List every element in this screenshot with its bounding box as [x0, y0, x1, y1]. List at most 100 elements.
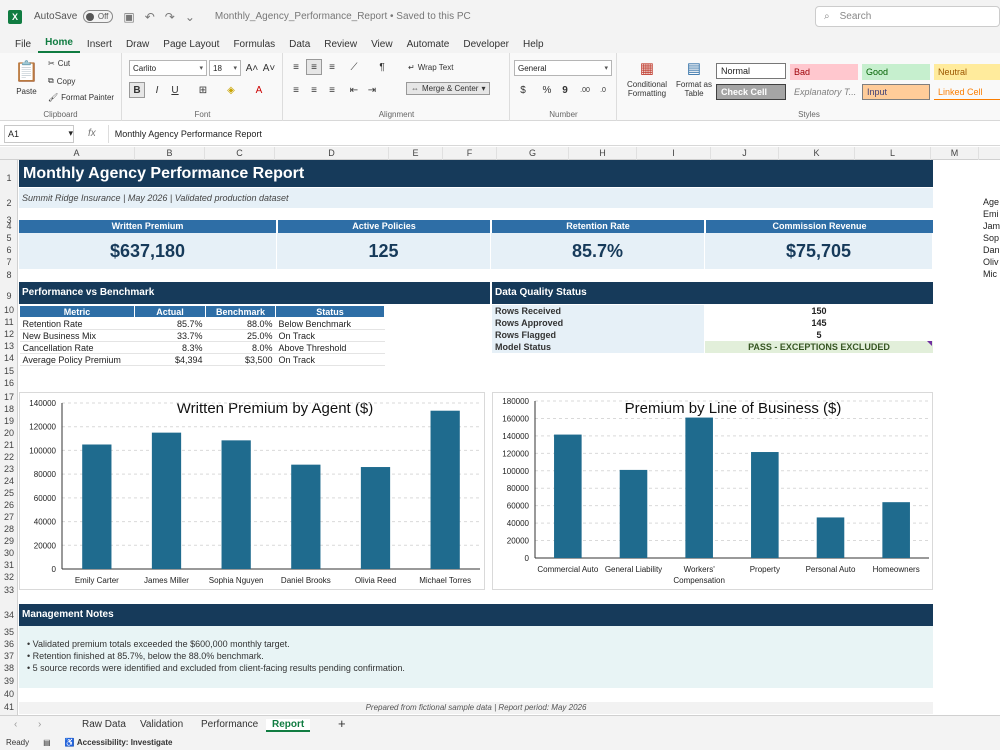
side-list-item[interactable]: Oliv: [983, 257, 999, 267]
tab-insert[interactable]: Insert: [86, 39, 112, 50]
row-header[interactable]: 28: [3, 524, 14, 534]
row-header[interactable]: 23: [3, 464, 14, 474]
decrease-indent-icon[interactable]: ⇤: [349, 84, 359, 96]
sheet-tab-performance[interactable]: Performance: [201, 719, 259, 730]
align-top-icon[interactable]: ≡: [293, 61, 299, 73]
row-header[interactable]: 1: [6, 173, 12, 183]
italic-button[interactable]: I: [155, 84, 159, 96]
format-painter-button[interactable]: 🖌 Format Painter: [48, 93, 114, 102]
column-header[interactable]: L: [855, 147, 931, 160]
undo-icon[interactable]: ↶: [144, 9, 155, 24]
bar[interactable]: [816, 517, 845, 558]
row-header[interactable]: 24: [3, 476, 14, 486]
align-right-icon[interactable]: ≡: [329, 84, 335, 96]
row-header[interactable]: 38: [3, 663, 14, 673]
bar[interactable]: [151, 432, 182, 569]
line-of-business-chart[interactable]: Premium by Line of Business ($) 0 20000 400…: [492, 392, 933, 590]
row-header[interactable]: 17: [3, 392, 14, 402]
column-header[interactable]: I: [637, 147, 711, 160]
decrease-decimal-icon[interactable]: .0: [600, 86, 606, 94]
redo-icon[interactable]: ↷: [164, 9, 175, 24]
row-header[interactable]: 35: [3, 627, 14, 637]
row-header[interactable]: 29: [3, 536, 14, 546]
bar[interactable]: [82, 444, 112, 570]
format-as-table-button[interactable]: ▤ Format as Table: [674, 59, 714, 98]
row-header[interactable]: 11: [4, 317, 14, 327]
tab-file[interactable]: File: [15, 39, 32, 50]
column-header[interactable]: G: [497, 147, 569, 160]
row-header[interactable]: 31: [3, 560, 14, 570]
row-header[interactable]: 20: [3, 428, 14, 438]
bar[interactable]: [619, 469, 648, 558]
align-middle-icon[interactable]: ≡: [306, 59, 322, 75]
row-header[interactable]: 27: [3, 512, 14, 522]
table-cell[interactable]: 33.7%: [134, 329, 206, 342]
align-bottom-icon[interactable]: ≡: [329, 61, 335, 73]
autosave-toggle[interactable]: Off: [83, 10, 114, 23]
table-cell[interactable]: New Business Mix: [19, 329, 135, 342]
bar[interactable]: [554, 434, 582, 558]
function-icon[interactable]: fx: [88, 128, 96, 139]
text-direction-icon[interactable]: ¶: [379, 61, 385, 73]
style-linked-cell[interactable]: Linked Cell: [934, 84, 1000, 100]
row-header[interactable]: 36: [3, 639, 14, 649]
row-header[interactable]: 5: [6, 233, 12, 243]
style-normal[interactable]: Normal: [716, 63, 786, 79]
font-name-select[interactable]: Carlito ▾: [129, 60, 207, 76]
add-sheet-icon[interactable]: +: [338, 716, 346, 731]
column-header[interactable]: H: [569, 147, 637, 160]
table-cell[interactable]: Cancellation Rate: [19, 341, 135, 354]
copy-button[interactable]: ⧉ Copy: [48, 76, 75, 86]
comment-indicator[interactable]: [927, 341, 932, 346]
row-header[interactable]: 16: [3, 378, 14, 388]
next-sheet-icon[interactable]: ›: [38, 719, 42, 730]
column-header[interactable]: D: [275, 147, 389, 160]
style-explanatory[interactable]: Explanatory T...: [794, 87, 857, 97]
row-header[interactable]: 6: [6, 245, 12, 255]
font-size-select[interactable]: 18 ▾: [209, 60, 241, 76]
tab-draw[interactable]: Draw: [125, 39, 150, 50]
row-header[interactable]: 8: [6, 270, 12, 280]
search-input[interactable]: ⌕ Search: [815, 6, 1000, 27]
tab-view[interactable]: View: [371, 39, 393, 50]
orientation-icon[interactable]: ⟋: [350, 61, 358, 73]
row-header[interactable]: 18: [3, 404, 14, 414]
table-cell[interactable]: 88.0%: [205, 317, 276, 330]
wrap-text-button[interactable]: ↵ Wrap Text: [408, 63, 453, 72]
tab-data[interactable]: Data: [289, 39, 311, 50]
column-header[interactable]: E: [389, 147, 443, 160]
column-header[interactable]: F: [443, 147, 497, 160]
table-cell[interactable]: Retention Rate: [19, 317, 135, 330]
style-neutral[interactable]: Neutral: [934, 64, 1000, 80]
increase-decimal-icon[interactable]: .00: [580, 86, 590, 94]
sheet-tab-report[interactable]: Report: [266, 719, 311, 732]
table-cell[interactable]: $3,500: [205, 353, 276, 366]
decrease-font-icon[interactable]: A˅: [262, 62, 276, 74]
sheet-tab-raw-data[interactable]: Raw Data: [82, 719, 126, 730]
row-header[interactable]: 40: [3, 689, 14, 699]
row-header[interactable]: 15: [3, 366, 14, 376]
tab-developer[interactable]: Developer: [463, 39, 509, 50]
column-header[interactable]: B: [135, 147, 205, 160]
side-list-item[interactable]: Age: [983, 197, 1000, 207]
bar[interactable]: [291, 464, 321, 569]
sheet-tab-validation[interactable]: Validation: [140, 719, 184, 730]
macro-record-icon[interactable]: ▤: [43, 738, 51, 747]
tab-automate[interactable]: Automate: [406, 39, 450, 50]
table-cell[interactable]: Above Threshold: [275, 341, 385, 354]
bar[interactable]: [360, 467, 391, 569]
row-header[interactable]: 3: [6, 215, 12, 225]
bold-button[interactable]: B: [129, 82, 145, 98]
align-left-icon[interactable]: ≡: [293, 84, 299, 96]
merge-center-button[interactable]: ⇔ Merge & Center ▾: [406, 82, 491, 95]
side-list-item[interactable]: Sop: [983, 233, 1000, 243]
row-header[interactable]: 2: [6, 198, 12, 208]
row-header[interactable]: 32: [3, 572, 14, 582]
column-header[interactable]: A: [19, 147, 135, 160]
style-input[interactable]: Input: [862, 84, 930, 100]
row-header[interactable]: 33: [3, 585, 14, 595]
side-list-item[interactable]: Emi: [983, 209, 999, 219]
column-header[interactable]: J: [711, 147, 779, 160]
bar[interactable]: [430, 410, 460, 569]
side-list-item[interactable]: Mic: [983, 269, 997, 279]
